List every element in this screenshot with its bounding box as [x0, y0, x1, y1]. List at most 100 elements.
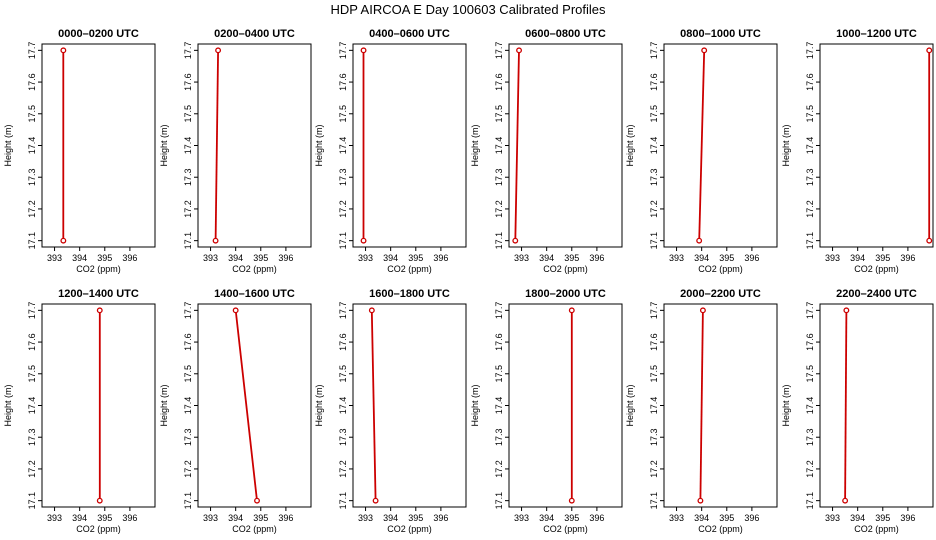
panel-title: 1600–1800 UTC [369, 288, 450, 300]
x-tick-label: 393 [203, 513, 218, 523]
x-tick-label: 393 [358, 253, 373, 263]
y-tick-label: 17.2 [494, 460, 504, 478]
data-point [926, 237, 933, 244]
y-axis-label: Height (m) [781, 124, 791, 166]
profile-line [698, 50, 706, 241]
y-tick-label: 17.7 [338, 42, 348, 60]
y-tick-label: 17.5 [338, 105, 348, 123]
panel-title: 0600–0800 UTC [525, 28, 606, 40]
panel-3: 0400–0600 UTC 393 394 395 396 17.1 17.2 17.3 17.… [314, 28, 467, 274]
y-tick-label: 17.5 [27, 105, 37, 123]
x-tick-label: 394 [72, 513, 87, 523]
x-tick-label: 396 [122, 253, 137, 263]
y-tick-label: 17.4 [494, 137, 504, 155]
y-tick-label: 17.2 [805, 200, 815, 218]
plot-frame [819, 303, 934, 508]
y-tick-label: 17.1 [805, 492, 815, 510]
y-tick-label: 17.3 [494, 428, 504, 446]
x-tick-label: 393 [47, 253, 62, 263]
data-point [60, 237, 67, 244]
data-point [568, 307, 575, 314]
profile-line [844, 310, 848, 501]
x-axis-label: CO2 (ppm) [232, 264, 277, 274]
panel-title: 0000–0200 UTC [58, 28, 139, 40]
y-tick-label: 17.6 [649, 73, 659, 91]
x-tick-label: 396 [433, 253, 448, 263]
plot-frame [663, 43, 778, 248]
y-tick-label: 17.3 [494, 168, 504, 186]
y-axis-label: Height (m) [159, 124, 169, 166]
data-point [368, 307, 375, 314]
data-point [372, 497, 379, 504]
y-tick-label: 17.4 [649, 397, 659, 415]
y-tick-label: 17.4 [338, 137, 348, 155]
x-tick-label: 394 [539, 513, 554, 523]
y-tick-label: 17.7 [805, 42, 815, 60]
y-tick-label: 17.7 [27, 302, 37, 320]
y-tick-label: 17.2 [338, 460, 348, 478]
y-tick-label: 17.3 [183, 428, 193, 446]
y-tick-label: 17.1 [649, 232, 659, 250]
x-axis-label: CO2 (ppm) [76, 524, 121, 534]
x-tick-label: 395 [564, 253, 579, 263]
plot-frame [352, 303, 467, 508]
profile-line [234, 310, 258, 501]
y-tick-label: 17.4 [649, 137, 659, 155]
x-axis-label: CO2 (ppm) [76, 264, 121, 274]
y-tick-label: 17.6 [805, 333, 815, 351]
x-tick-label: 395 [875, 513, 890, 523]
y-axis-label: Height (m) [3, 384, 13, 426]
x-tick-label: 396 [589, 253, 604, 263]
x-tick-label: 395 [719, 253, 734, 263]
x-tick-label: 393 [669, 253, 684, 263]
y-tick-label: 17.6 [27, 73, 37, 91]
data-point [699, 307, 706, 314]
y-tick-label: 17.5 [805, 105, 815, 123]
x-tick-label: 395 [564, 513, 579, 523]
x-tick-label: 395 [253, 253, 268, 263]
y-tick-label: 17.7 [183, 302, 193, 320]
y-tick-label: 17.1 [27, 492, 37, 510]
plot-frame [41, 43, 156, 248]
panel-9: 1600–1800 UTC 393 394 395 396 17.1 17.2 17.3 17.… [314, 288, 467, 534]
plot-frame [197, 43, 312, 248]
y-tick-label: 17.6 [494, 73, 504, 91]
x-tick-label: 395 [875, 253, 890, 263]
y-tick-label: 17.5 [183, 365, 193, 383]
y-tick-label: 17.7 [494, 302, 504, 320]
panel-8: 1400–1600 UTC 393 394 395 396 17.1 17.2 17.3 17.… [159, 288, 312, 534]
y-tick-label: 17.4 [338, 397, 348, 415]
y-tick-label: 17.6 [649, 333, 659, 351]
y-tick-label: 17.4 [494, 397, 504, 415]
y-tick-label: 17.4 [183, 137, 193, 155]
panel-title: 2200–2400 UTC [836, 288, 917, 300]
x-tick-label: 393 [514, 253, 529, 263]
x-axis-label: CO2 (ppm) [387, 524, 432, 534]
data-point [516, 47, 522, 54]
y-axis-label: Height (m) [3, 124, 13, 166]
panel-12: 2200–2400 UTC 393 394 395 396 17.1 17.2 17.3 17.… [781, 288, 934, 534]
y-tick-label: 17.7 [338, 302, 348, 320]
y-tick-label: 17.2 [27, 460, 37, 478]
x-tick-label: 394 [850, 253, 865, 263]
y-tick-label: 17.1 [494, 232, 504, 250]
plot-frame [508, 43, 623, 248]
x-tick-label: 396 [122, 513, 137, 523]
y-tick-label: 17.5 [805, 365, 815, 383]
x-axis-label: CO2 (ppm) [232, 524, 277, 534]
panel-7: 1200–1400 UTC 393 394 395 396 17.1 17.2 17.3 17.… [3, 288, 156, 534]
x-tick-label: 396 [589, 513, 604, 523]
y-tick-label: 17.3 [338, 168, 348, 186]
plot-frame [819, 43, 934, 248]
x-tick-label: 396 [278, 253, 293, 263]
data-point [701, 47, 708, 54]
profile-line [699, 310, 704, 501]
x-axis-label: CO2 (ppm) [543, 264, 588, 274]
y-tick-label: 17.1 [183, 232, 193, 250]
y-tick-label: 17.3 [805, 428, 815, 446]
data-point [360, 47, 367, 54]
x-axis-label: CO2 (ppm) [698, 524, 743, 534]
y-tick-label: 17.3 [27, 428, 37, 446]
